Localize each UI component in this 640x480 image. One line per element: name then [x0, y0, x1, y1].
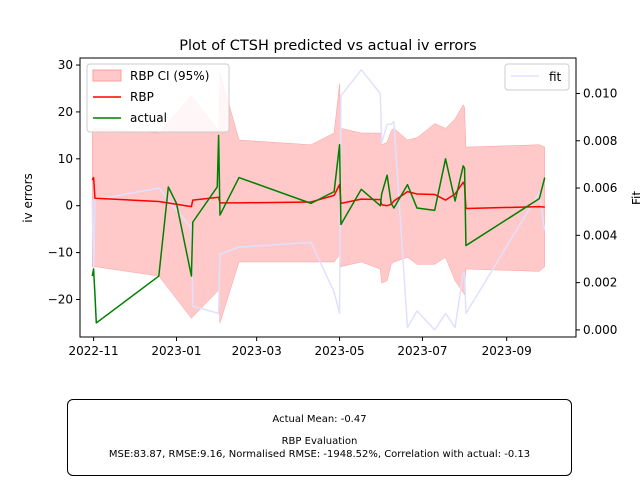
legend-left-frame	[86, 63, 230, 133]
y2-tick-label: 0.008	[583, 134, 617, 148]
y-tick-label: 30	[58, 58, 73, 72]
x-tick-label: 2022-11	[69, 344, 119, 358]
y-axis-right: 0.000 0.002 0.004 0.006 0.008 0.010	[576, 86, 617, 337]
legend-label-rbp: RBP	[130, 90, 154, 104]
legend-label-ci: RBP CI (95%)	[130, 69, 209, 83]
x-tick-label: 2023-09	[482, 344, 532, 358]
y-axis-label: iv errors	[21, 173, 35, 223]
plot-area	[91, 69, 546, 331]
actual-mean-text: Actual Mean: -0.47	[272, 414, 367, 425]
legend-label-actual: actual	[130, 111, 167, 125]
ci-band	[91, 72, 545, 324]
x-tick-label: 2023-05	[314, 344, 364, 358]
x-axis: 2022-11 2023-01 2023-03 2023-05 2023-07 2023-…	[69, 337, 532, 358]
rbp-metrics-text: MSE:83.87, RMSE:9.16, Normalised RMSE: -…	[108, 449, 531, 460]
actual-line	[91, 134, 546, 324]
legend-right-frame	[504, 63, 570, 91]
legend-right: fit	[504, 63, 570, 91]
x-tick-label: 2023-01	[151, 344, 201, 358]
evaluation-box: Actual Mean: -0.47 RBP Evaluation MSE:83…	[67, 399, 572, 476]
y2-tick-label: 0.000	[583, 323, 617, 337]
x-tick-label: 2023-07	[397, 344, 447, 358]
y2-tick-label: 0.004	[583, 228, 617, 242]
plot-frame	[79, 57, 577, 338]
y-tick-label: 20	[58, 105, 73, 119]
y-tick-label: 0	[65, 199, 73, 213]
rbp-evaluation-heading: RBP Evaluation	[281, 436, 358, 447]
y2-tick-label: 0.002	[583, 276, 617, 290]
chart-title: Plot of CTSH predicted vs actual iv erro…	[179, 38, 477, 54]
y-axis-left: −20 −10 0 10 20 30	[48, 58, 80, 306]
y2-axis-label: Fit	[630, 191, 640, 205]
y2-tick-label: 0.006	[583, 181, 617, 195]
legend-label-fit: fit	[549, 70, 562, 84]
y2-tick-label: 0.010	[583, 86, 617, 100]
y-tick-label: 10	[58, 152, 73, 166]
fit-line	[91, 69, 546, 331]
legend-left: RBP CI (95%) RBP actual	[86, 63, 230, 133]
legend-swatch-ci	[92, 69, 122, 82]
y-tick-label: −10	[48, 246, 73, 260]
x-tick-label: 2023-03	[232, 344, 282, 358]
y-tick-label: −20	[48, 292, 73, 306]
